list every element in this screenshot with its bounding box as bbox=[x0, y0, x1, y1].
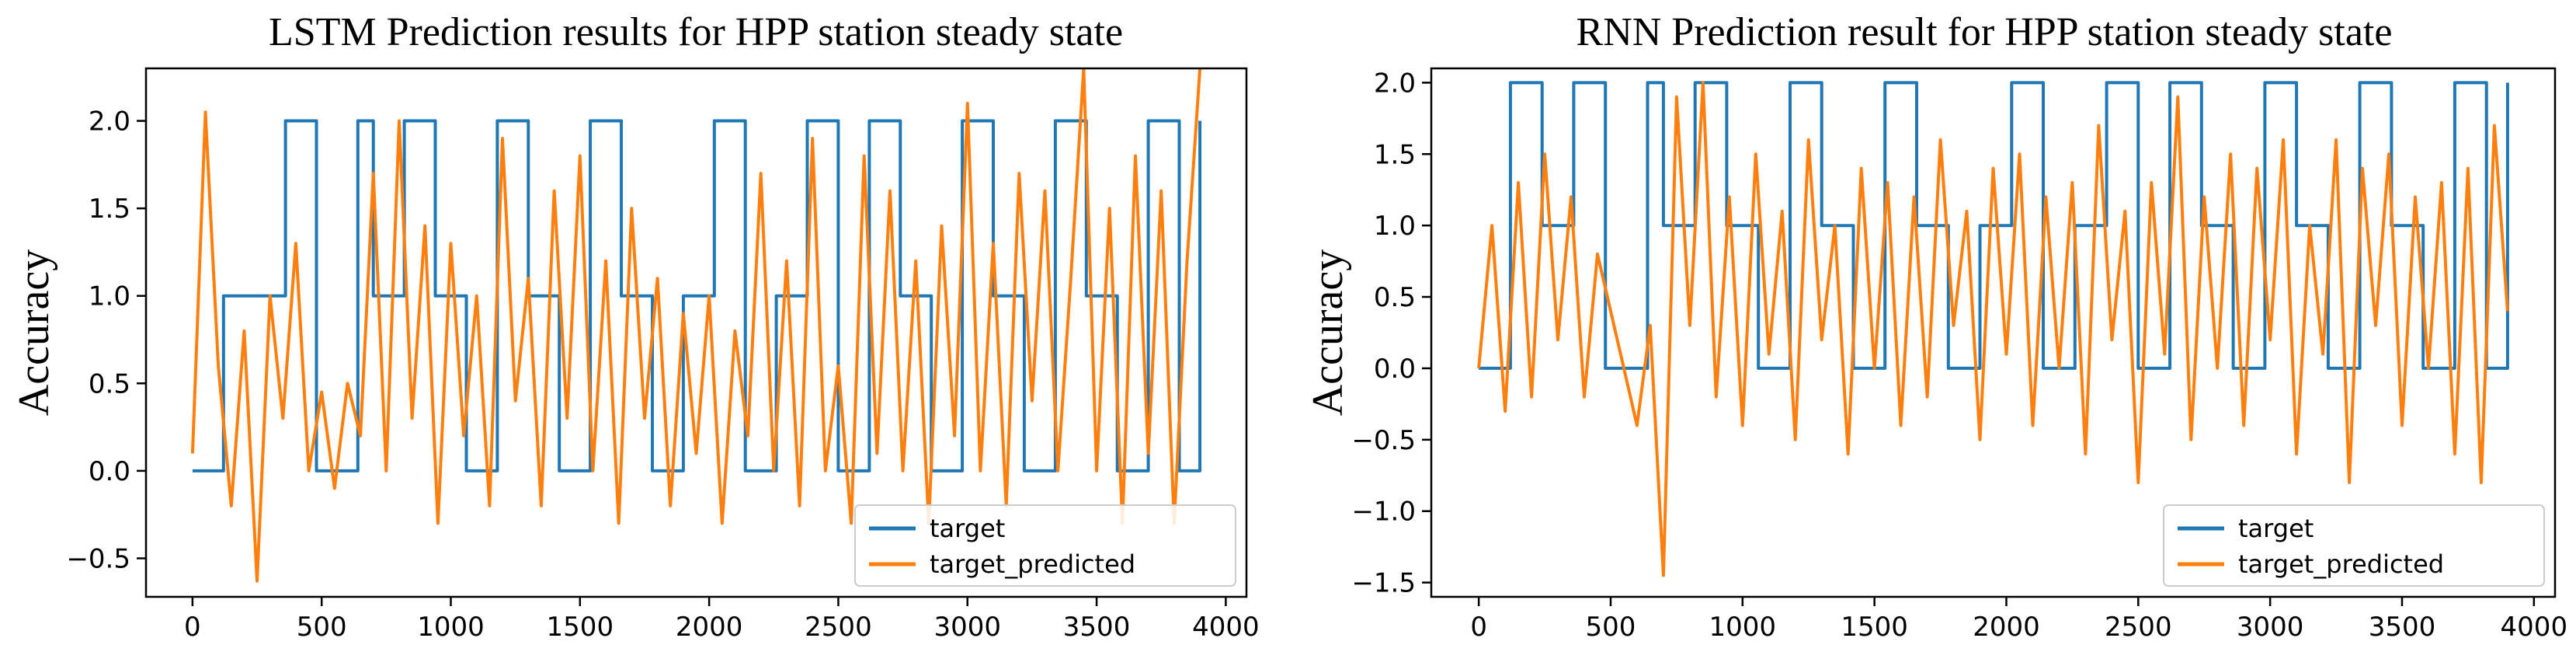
y-tick-label: 1.5 bbox=[89, 194, 130, 225]
x-tick-label: 3000 bbox=[933, 612, 1001, 643]
x-tick-label: 2000 bbox=[1973, 612, 2040, 643]
y-tick-label: 2.0 bbox=[1374, 68, 1416, 99]
y-tick-label: −0.5 bbox=[66, 543, 130, 574]
y-tick-label: −1.0 bbox=[1351, 497, 1416, 528]
y-tick-label: 0.0 bbox=[89, 456, 130, 487]
chart-title: LSTM Prediction results for HPP station … bbox=[269, 10, 1123, 54]
x-tick-label: 500 bbox=[297, 612, 347, 643]
series-target_predicted-line bbox=[1477, 81, 2509, 577]
y-tick-label: 0.5 bbox=[1374, 282, 1416, 313]
x-tick-label: 1500 bbox=[1841, 612, 1908, 643]
series-target-line bbox=[1479, 81, 2509, 370]
x-tick-label: 0 bbox=[184, 612, 201, 643]
y-axis-label: Accuracy bbox=[1304, 249, 1352, 417]
x-tick-label: 4000 bbox=[2501, 612, 2568, 643]
x-tick-label: 2500 bbox=[805, 612, 872, 643]
y-tick-label: 1.0 bbox=[89, 281, 130, 312]
y-tick-label: 1.5 bbox=[1374, 139, 1416, 170]
chart-2: RNN Prediction result for HPP station st… bbox=[1304, 10, 2567, 643]
x-tick-label: 0 bbox=[1470, 612, 1487, 643]
plot-frame bbox=[144, 67, 1248, 598]
y-axis-label: Accuracy bbox=[10, 249, 58, 417]
y-tick-label: −0.5 bbox=[1351, 425, 1416, 456]
x-tick-label: 500 bbox=[1586, 612, 1636, 643]
series-target-line bbox=[192, 119, 1202, 472]
y-tick-label: 0.0 bbox=[1374, 354, 1416, 385]
chart-title: RNN Prediction result for HPP station st… bbox=[1577, 10, 2393, 54]
legend-label-target: target bbox=[2238, 514, 2314, 543]
legend-box bbox=[854, 504, 1236, 587]
y-tick-label: 1.0 bbox=[1374, 211, 1416, 242]
chart-1: LSTM Prediction results for HPP station … bbox=[10, 10, 1260, 643]
series-target_predicted-line bbox=[190, 68, 1202, 583]
y-tick-label: −1.5 bbox=[1351, 568, 1416, 599]
legend-box bbox=[2163, 504, 2545, 587]
x-tick-label: 1000 bbox=[1709, 612, 1777, 643]
y-tick-label: 2.0 bbox=[89, 106, 130, 138]
x-tick-label: 4000 bbox=[1192, 612, 1260, 643]
plot-frame bbox=[1430, 67, 2557, 598]
legend-label-target: target bbox=[930, 514, 1005, 543]
x-tick-label: 3500 bbox=[1063, 612, 1131, 643]
x-tick-label: 2500 bbox=[2105, 612, 2172, 643]
x-tick-label: 1500 bbox=[547, 612, 614, 643]
x-tick-label: 1000 bbox=[417, 612, 485, 643]
x-tick-label: 3500 bbox=[2369, 612, 2436, 643]
legend-label-target_predicted: target_predicted bbox=[2238, 549, 2444, 579]
legend-label-target_predicted: target_predicted bbox=[930, 549, 1135, 579]
y-tick-label: 0.5 bbox=[89, 368, 130, 399]
x-tick-label: 2000 bbox=[676, 612, 743, 643]
x-tick-label: 3000 bbox=[2237, 612, 2304, 643]
